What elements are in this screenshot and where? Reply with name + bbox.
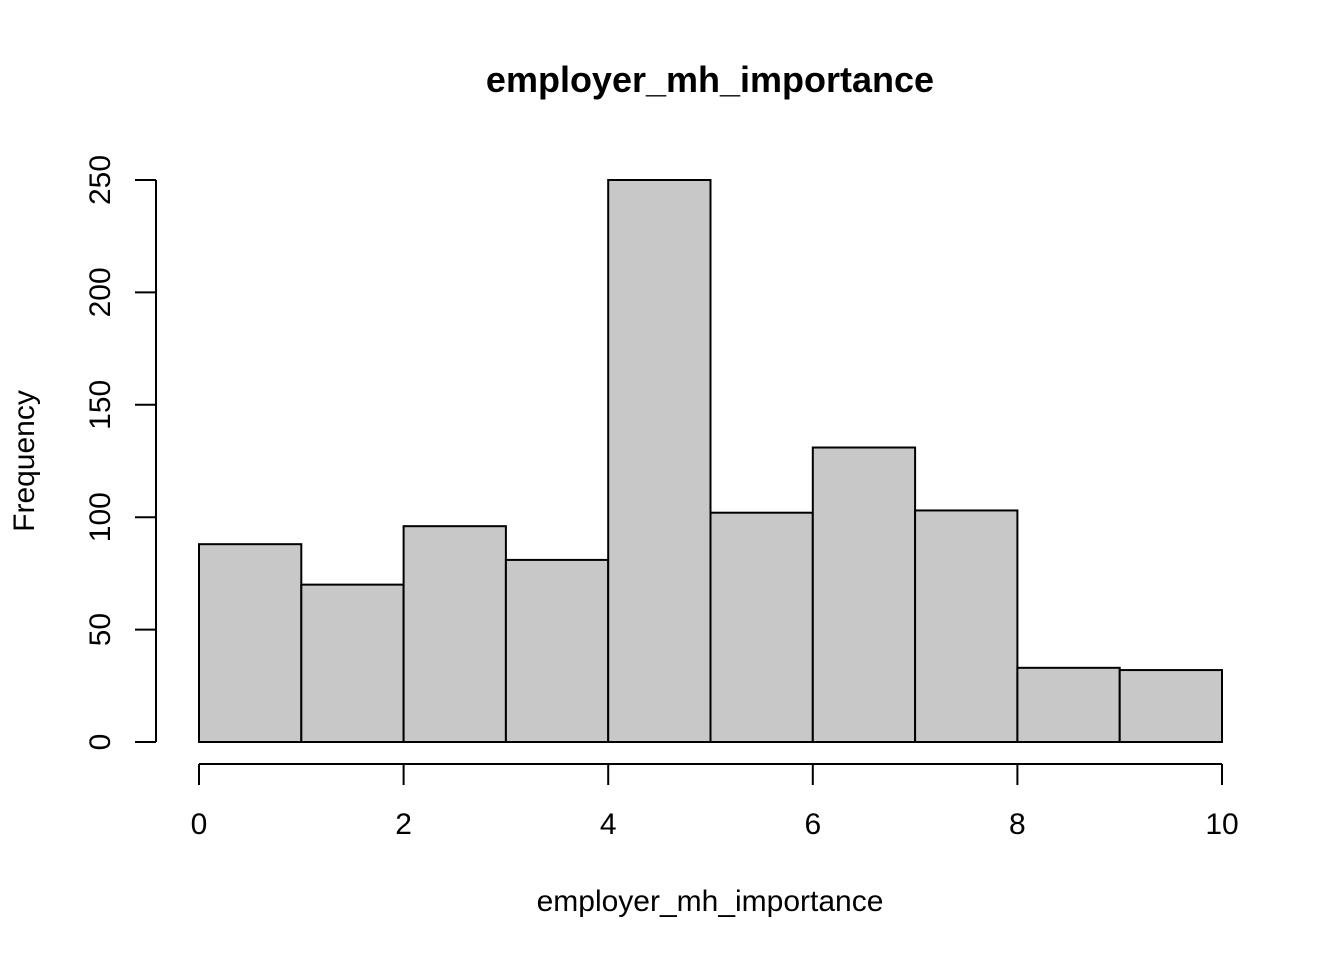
histogram-bar xyxy=(300,583,405,744)
x-axis-label: employer_mh_importance xyxy=(537,885,884,918)
histogram-bar xyxy=(607,179,712,743)
x-tick-label: 6 xyxy=(804,808,821,841)
y-tick-label: 100 xyxy=(84,492,117,542)
histogram-bar xyxy=(914,509,1019,743)
y-tick-label: 200 xyxy=(84,267,117,317)
chart-title: employer_mh_importance xyxy=(486,59,934,100)
x-tick-label: 0 xyxy=(191,808,208,841)
y-axis: 0 50 100 150 200 250 xyxy=(84,155,157,751)
y-tick-label: 50 xyxy=(84,613,117,646)
histogram-bar xyxy=(1118,669,1223,744)
x-tick-label: 8 xyxy=(1009,808,1026,841)
histogram-bar xyxy=(198,543,303,744)
x-tick-label: 10 xyxy=(1205,808,1238,841)
histogram-bar xyxy=(709,511,814,743)
x-tick-label: 4 xyxy=(600,808,617,841)
histogram-bar xyxy=(1016,666,1121,743)
y-tick-label: 250 xyxy=(84,155,117,205)
y-axis-label: Frequency xyxy=(8,390,41,532)
bars-group xyxy=(198,179,1223,744)
histogram-bar xyxy=(402,525,507,744)
y-tick-label: 150 xyxy=(84,380,117,430)
y-tick-label: 0 xyxy=(84,734,117,751)
x-axis: 0 2 4 6 8 10 xyxy=(191,763,1239,841)
histogram-bar xyxy=(811,446,917,743)
histogram-bar xyxy=(504,558,610,743)
x-tick-label: 2 xyxy=(395,808,412,841)
